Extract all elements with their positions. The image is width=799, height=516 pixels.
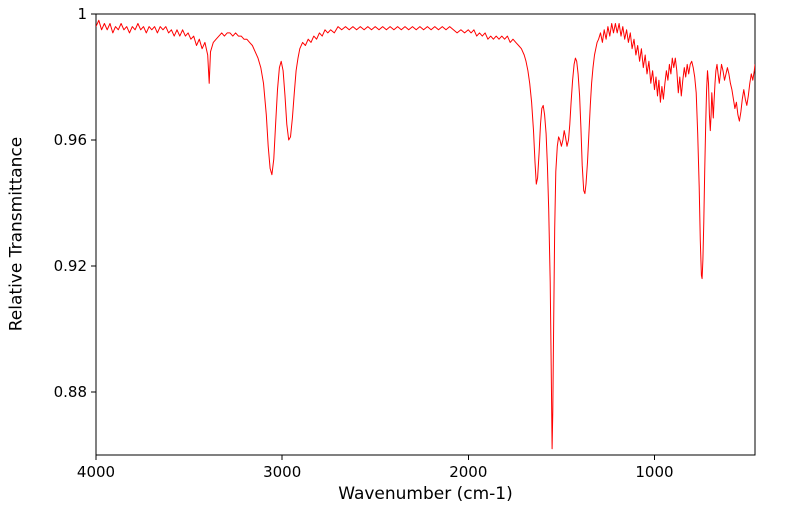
x-tick-label: 3000 [263, 463, 301, 481]
y-tick-label: 1 [77, 5, 87, 23]
x-tick-label: 2000 [449, 463, 487, 481]
y-tick-label: 0.96 [54, 131, 87, 149]
x-tick-label: 4000 [77, 463, 115, 481]
x-tick-label: 1000 [635, 463, 673, 481]
y-tick-label: 0.92 [54, 257, 87, 275]
y-tick-label: 0.88 [54, 383, 87, 401]
x-axis-label: Wavenumber (cm-1) [338, 484, 513, 504]
plot-border [95, 13, 756, 456]
y-axis-label: Relative Transmittance [6, 136, 27, 332]
spectrum-line [96, 19, 755, 450]
